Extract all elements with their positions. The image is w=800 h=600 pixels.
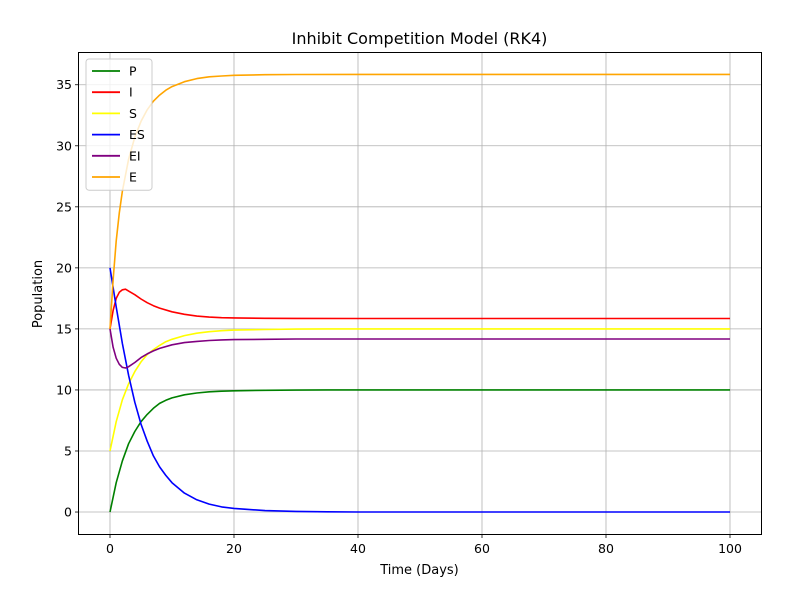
legend-label-s: S bbox=[129, 106, 137, 121]
legend-label-ei: EI bbox=[129, 148, 141, 163]
y-tick-label: 25 bbox=[56, 199, 72, 214]
legend-label-p: P bbox=[129, 64, 137, 79]
series-line-es bbox=[109, 267, 730, 513]
y-tick-label: 30 bbox=[56, 138, 72, 153]
series-lines bbox=[109, 73, 730, 513]
x-axis-label: Time (Days) bbox=[379, 563, 459, 578]
series-line-p bbox=[109, 389, 730, 513]
y-tick-label: 5 bbox=[64, 443, 72, 458]
series-line-s bbox=[109, 328, 730, 452]
x-tick-label: 80 bbox=[598, 541, 614, 556]
series-line-i bbox=[109, 288, 730, 330]
plot-frame bbox=[78, 52, 762, 535]
x-tick-label: 100 bbox=[718, 541, 742, 556]
series-line-ei bbox=[109, 328, 730, 369]
y-tick-label: 0 bbox=[64, 505, 72, 520]
x-tick-label: 40 bbox=[350, 541, 366, 556]
x-tick-label: 60 bbox=[474, 541, 490, 556]
x-tick-label: 0 bbox=[106, 541, 114, 556]
y-tick-label: 35 bbox=[56, 77, 72, 92]
x-tick-label: 20 bbox=[226, 541, 242, 556]
y-tick-label: 15 bbox=[56, 321, 72, 336]
legend: PIS ES EI E bbox=[85, 58, 153, 191]
legend-label-e: E bbox=[129, 170, 137, 185]
y-axis-label: Population bbox=[31, 260, 46, 328]
ticks: 0 20 40 60 80 100 0 5 10 15 20 25 30 35 bbox=[56, 77, 742, 556]
y-tick-label: 10 bbox=[56, 382, 72, 397]
series-line-e bbox=[109, 73, 730, 329]
legend-box bbox=[85, 58, 153, 191]
legend-label-es: ES bbox=[129, 127, 145, 142]
chart-title: Inhibit Competition Model (RK4) bbox=[292, 29, 548, 48]
legend-label-i: I bbox=[129, 85, 133, 100]
y-tick-label: 20 bbox=[56, 260, 72, 275]
